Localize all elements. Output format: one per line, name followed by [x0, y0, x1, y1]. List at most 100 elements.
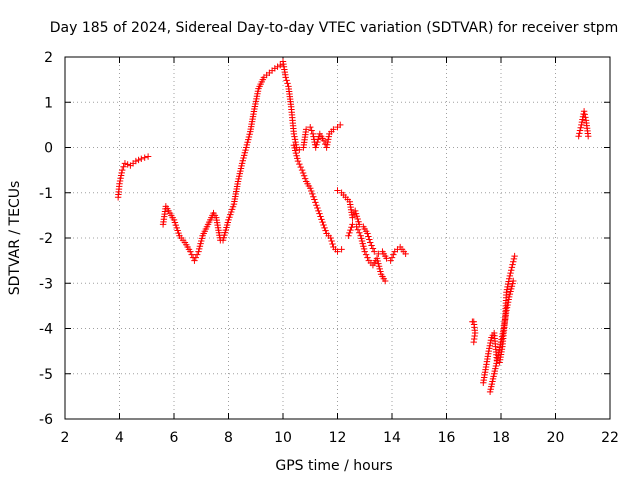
- data-point: [485, 347, 492, 355]
- y-tick-label: 1: [44, 95, 53, 111]
- data-point: [240, 154, 247, 162]
- data-point: [510, 277, 517, 285]
- data-point: [576, 127, 584, 134]
- data-point: [228, 208, 235, 216]
- y-tick-label: -1: [39, 186, 53, 202]
- data-point: [325, 136, 332, 143]
- data-point: [239, 157, 247, 164]
- data-point: [506, 272, 514, 280]
- data-point: [365, 233, 372, 240]
- data-series: [114, 58, 592, 396]
- data-point: [318, 216, 325, 223]
- data-point: [327, 234, 334, 242]
- data-point: [358, 237, 366, 245]
- data-point: [364, 230, 371, 237]
- data-point: [509, 280, 516, 287]
- data-point: [242, 146, 249, 154]
- data-point: [313, 141, 320, 148]
- data-point: [314, 204, 321, 212]
- data-point: [581, 111, 588, 118]
- data-point: [368, 242, 375, 249]
- data-point: [506, 290, 514, 298]
- data-point: [274, 63, 281, 70]
- data-point: [356, 229, 363, 236]
- data-point: [227, 211, 234, 218]
- data-point: [294, 155, 301, 162]
- data-point: [292, 147, 299, 154]
- data-point: [508, 285, 515, 293]
- data-point: [322, 227, 329, 234]
- data-point: [314, 136, 322, 143]
- data-point: [402, 250, 409, 258]
- data-point: [238, 160, 246, 167]
- data-point: [314, 138, 321, 146]
- data-point: [119, 166, 126, 174]
- data-point: [360, 243, 367, 250]
- y-tick-label: -2: [39, 231, 53, 247]
- data-point: [121, 160, 129, 167]
- data-point: [577, 124, 584, 131]
- x-tick-label: 6: [170, 430, 179, 446]
- data-point: [504, 283, 511, 291]
- data-point: [486, 342, 494, 349]
- y-tick-label: -5: [39, 367, 53, 383]
- data-point: [503, 289, 510, 296]
- data-point: [116, 177, 124, 185]
- data-point: [497, 338, 505, 346]
- data-point: [171, 219, 179, 226]
- chart-title: Day 185 of 2024, Sidereal Day-to-day VTE…: [50, 20, 619, 36]
- data-point: [487, 337, 495, 344]
- data-point: [508, 267, 515, 274]
- data-point: [503, 304, 511, 311]
- data-point: [310, 193, 317, 200]
- data-point: [308, 127, 315, 134]
- data-point: [198, 237, 205, 245]
- data-point: [503, 286, 511, 293]
- data-point: [172, 221, 180, 229]
- data-point: [291, 144, 298, 152]
- data-point: [375, 250, 382, 258]
- data-point: [315, 207, 322, 215]
- data-point: [284, 80, 291, 87]
- data-point: [381, 277, 389, 285]
- data-point: [120, 163, 127, 170]
- data-point: [310, 133, 317, 140]
- data-point: [353, 223, 360, 230]
- data-point: [354, 215, 361, 223]
- x-tick-label: 8: [224, 430, 233, 446]
- data-point: [346, 229, 353, 237]
- grid: [65, 57, 610, 419]
- data-point: [271, 65, 279, 72]
- x-tick-label: 20: [547, 430, 565, 446]
- data-point: [495, 352, 502, 359]
- data-point: [116, 180, 123, 187]
- y-axis-label: SDTVAR / TECUs: [7, 181, 23, 296]
- data-point: [198, 235, 206, 242]
- data-point: [144, 153, 152, 160]
- x-tick-label: 10: [274, 430, 292, 446]
- data-point: [297, 163, 304, 171]
- data-point: [187, 248, 194, 255]
- data-point: [377, 268, 384, 275]
- data-point: [317, 213, 324, 220]
- data-point: [291, 136, 299, 143]
- data-point: [192, 254, 199, 261]
- data-point: [299, 169, 307, 177]
- data-point: [296, 146, 303, 153]
- data-point: [383, 255, 390, 262]
- data-point: [117, 175, 124, 182]
- data-point: [374, 257, 381, 265]
- data-point: [334, 187, 341, 194]
- x-tick-label: 22: [601, 430, 619, 446]
- x-tick-label: 4: [115, 430, 124, 446]
- data-point: [510, 258, 517, 265]
- data-point: [302, 126, 310, 133]
- data-point: [367, 239, 374, 246]
- data-point: [324, 138, 331, 146]
- data-point: [291, 133, 298, 140]
- data-point: [141, 154, 148, 161]
- data-point: [293, 152, 300, 159]
- data-point: [578, 118, 586, 126]
- data-point: [470, 338, 477, 346]
- data-point: [497, 341, 504, 348]
